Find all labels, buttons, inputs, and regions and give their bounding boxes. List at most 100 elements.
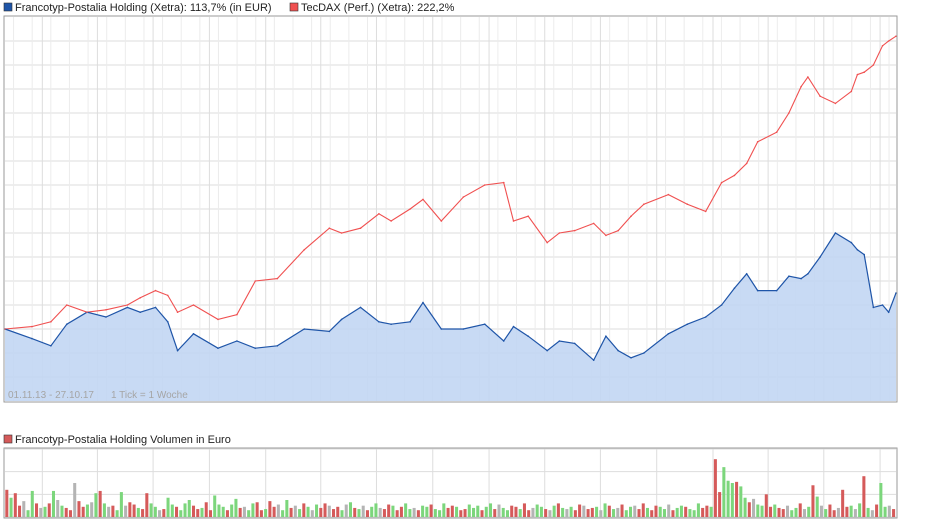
- volume-bar: [476, 505, 480, 517]
- compare-series-point: [643, 203, 645, 205]
- volume-bar: [77, 501, 81, 517]
- volume-bar: [785, 505, 790, 517]
- compare-series-point: [483, 184, 486, 186]
- volume-bar: [815, 496, 819, 517]
- compare-series-point: [895, 35, 897, 37]
- main-series-point: [276, 345, 279, 347]
- compare-series-point: [573, 229, 576, 232]
- volume-bar: [370, 506, 374, 517]
- volume-bar: [421, 505, 425, 517]
- volume-bar: [187, 500, 191, 517]
- volume-bar: [769, 506, 773, 517]
- volume-bar: [679, 505, 683, 517]
- volume-bar: [387, 504, 391, 517]
- compare-series-point: [303, 249, 306, 251]
- volume-bar: [858, 503, 862, 517]
- volume-bar: [217, 504, 221, 517]
- volume-bar: [696, 503, 700, 517]
- legend-main-swatch: [3, 2, 13, 12]
- compare-series-point: [154, 289, 157, 292]
- volume-bar: [272, 506, 276, 517]
- volume-bar: [548, 510, 552, 517]
- main-series-point: [378, 321, 380, 323]
- volume-bar: [612, 509, 616, 517]
- volume-bar: [56, 500, 60, 517]
- volume-bar: [777, 507, 781, 517]
- main-series-point: [788, 275, 790, 278]
- volume-bar: [667, 504, 671, 517]
- volume-bar: [535, 504, 539, 517]
- compare-series-point: [50, 321, 52, 323]
- compare-series-point: [409, 208, 411, 210]
- compare-series-point: [105, 309, 107, 311]
- compare-series-point: [720, 181, 723, 184]
- main-series-point: [872, 306, 875, 309]
- compare-series-point: [605, 234, 607, 237]
- volume-bar: [47, 503, 51, 517]
- volume-bar: [289, 507, 293, 517]
- volume-bar: [743, 497, 747, 517]
- volume-bar: [836, 507, 840, 517]
- volume-bar: [892, 509, 896, 517]
- compare-series-point: [236, 313, 238, 316]
- main-series-point: [756, 289, 759, 292]
- volume-bar: [344, 504, 348, 517]
- main-series-point: [819, 256, 821, 258]
- volume-bar: [26, 510, 30, 517]
- volume-bar: [141, 509, 145, 517]
- volume-bar: [467, 504, 471, 517]
- volume-bar: [629, 506, 633, 517]
- volume-bar: [357, 509, 361, 517]
- volume-bar: [408, 509, 412, 517]
- volume-bar: [323, 503, 327, 517]
- volume-bar: [709, 506, 713, 517]
- volume-bar: [650, 510, 654, 517]
- volume-bar: [824, 509, 828, 517]
- main-series-point: [462, 328, 465, 330]
- volume-bar: [730, 483, 734, 517]
- volume-bar: [883, 506, 887, 517]
- volume-bar: [433, 509, 437, 517]
- volume-bar: [603, 503, 607, 517]
- volume-bar: [175, 506, 179, 517]
- volume-bar: [480, 510, 484, 517]
- compare-series-point: [807, 76, 809, 78]
- volume-bar: [578, 504, 582, 517]
- main-series-point: [834, 232, 837, 234]
- main-series-point: [502, 340, 505, 342]
- volume-bar: [573, 510, 577, 517]
- volume-bar: [828, 504, 832, 517]
- compare-series-point: [31, 325, 33, 328]
- main-series-point: [254, 347, 257, 350]
- main-series-point: [31, 337, 33, 340]
- volume-bar: [739, 486, 743, 517]
- volume-bar: [705, 505, 709, 517]
- legend-volume-swatch: [3, 434, 13, 444]
- main-series-point: [686, 323, 689, 326]
- volume-bar: [853, 509, 857, 517]
- compare-series-point: [527, 215, 530, 217]
- compare-series-point: [819, 95, 821, 97]
- volume-bar: [327, 505, 331, 517]
- volume-bar: [819, 505, 823, 517]
- volume-bar: [298, 509, 302, 517]
- compare-series-point: [126, 304, 129, 306]
- volume-bar: [213, 495, 217, 517]
- volume-bar: [179, 510, 183, 517]
- volume-bar: [807, 506, 811, 517]
- volume-bar: [306, 506, 310, 517]
- compare-series-point: [390, 220, 392, 222]
- volume-bar: [565, 509, 569, 517]
- compare-series-point: [462, 196, 465, 198]
- volume-bar: [773, 504, 777, 517]
- volume-bar: [259, 510, 263, 517]
- volume-bar: [162, 509, 166, 517]
- volume-bar: [726, 480, 730, 517]
- volume-bar: [556, 503, 560, 517]
- main-series-point: [409, 321, 411, 323]
- main-series-point: [863, 253, 865, 256]
- volume-bar: [98, 490, 102, 517]
- compare-series-point: [378, 213, 380, 215]
- volume-bar: [845, 506, 849, 517]
- compare-series-point: [856, 73, 859, 76]
